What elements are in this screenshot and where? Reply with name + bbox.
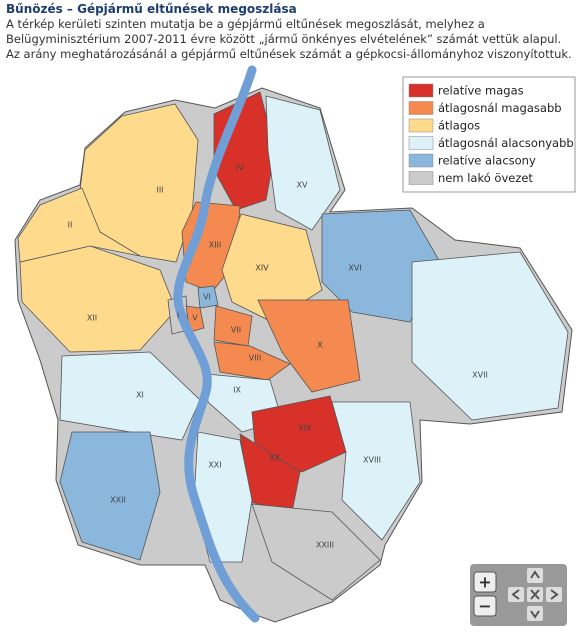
map-controls: + − <box>470 564 567 626</box>
reset-icon <box>530 589 540 600</box>
district-label: XXII <box>110 496 126 505</box>
district-label: X <box>317 341 323 350</box>
pan-left[interactable] <box>508 587 524 602</box>
arrow-right <box>550 589 559 600</box>
legend-swatch <box>408 101 434 115</box>
district-label: XVI <box>348 264 361 273</box>
district <box>17 187 141 263</box>
district <box>321 209 441 323</box>
pan-down[interactable] <box>527 606 543 621</box>
legend-swatch <box>408 136 434 150</box>
district <box>251 503 381 601</box>
district-label: XIV <box>255 264 269 273</box>
legend-label: relatíve alacsony <box>438 154 536 168</box>
district-label: VII <box>231 326 241 335</box>
district-label: XII <box>87 314 97 323</box>
district <box>331 401 421 541</box>
district <box>59 431 161 561</box>
title: Bűnözés – Gépjármű eltűnések megoszlása <box>6 2 297 16</box>
zoom-in-label: + <box>478 573 491 592</box>
legend: relatíve magas átlagosnál magasabb átlagos… <box>408 83 574 185</box>
pan-right[interactable] <box>546 587 562 602</box>
description: A térkép kerületi szinten mutatja be a g… <box>6 17 572 61</box>
district <box>197 285 219 309</box>
legend-swatch <box>408 153 434 168</box>
zoom-out-button[interactable] <box>473 595 497 617</box>
legend-label: nem lakó övezet <box>438 171 533 185</box>
legend-swatch <box>408 171 434 185</box>
district-label: XIX <box>298 424 312 433</box>
district-label: VIII <box>249 354 262 363</box>
district-label: XXIII <box>316 541 334 550</box>
district-label: XVII <box>472 371 488 380</box>
arrow-left <box>511 589 520 600</box>
district-label: II <box>68 221 73 230</box>
district <box>19 245 177 353</box>
map-layer <box>14 87 573 623</box>
district-label: V <box>192 314 198 323</box>
district <box>411 251 569 421</box>
district-label: XXI <box>208 461 221 470</box>
legend-swatch <box>408 118 434 133</box>
district-label: IX <box>233 386 241 395</box>
legend-label: relatíve magas <box>438 84 524 98</box>
arrow-up <box>530 570 540 579</box>
zoom-in-button[interactable] <box>473 571 497 593</box>
district-label: VI <box>203 293 211 302</box>
arrow-down <box>530 610 540 619</box>
district-label: XIII <box>209 241 222 250</box>
district-label: XV <box>297 181 308 190</box>
district-label: I <box>177 312 179 321</box>
district-label: XI <box>136 391 144 400</box>
district-label: III <box>156 186 163 195</box>
pan-up[interactable] <box>527 568 543 583</box>
district <box>213 341 291 381</box>
district <box>59 351 201 441</box>
legend-label: átlagos <box>438 119 480 133</box>
legend-swatch <box>408 83 434 98</box>
district <box>257 299 361 393</box>
district-label: XX <box>270 454 281 463</box>
danube <box>173 65 260 623</box>
district-label: XVIII <box>363 456 381 465</box>
district <box>265 95 341 231</box>
district-label: IV <box>236 164 244 173</box>
zoom-out-label: − <box>478 597 491 616</box>
legend-label: átlagosnál magasabb <box>438 101 562 115</box>
legend-label: átlagosnál alacsonyabb <box>438 136 574 150</box>
